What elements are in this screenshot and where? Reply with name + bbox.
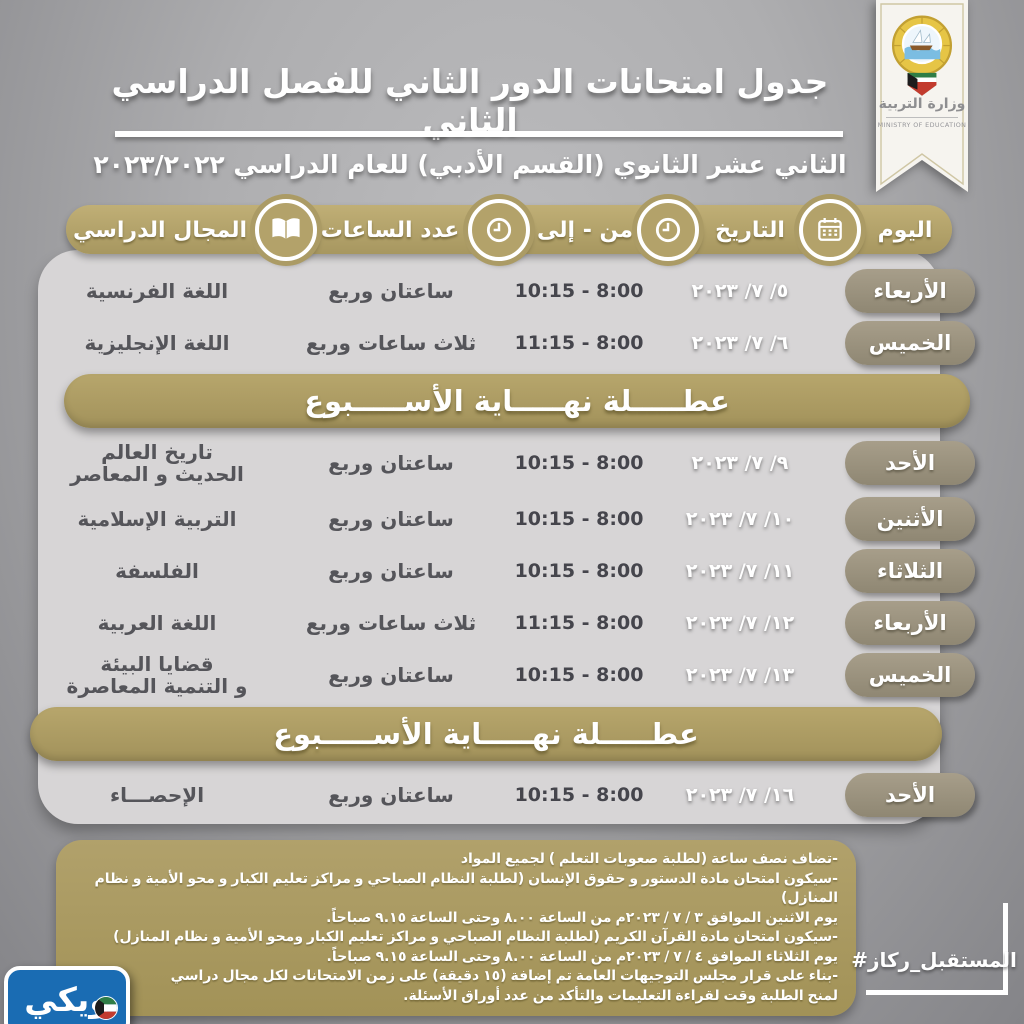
page-title: جدول امتحانات الدور الثاني للفصل الدراسي…: [111, 62, 829, 140]
open-book-icon: [255, 199, 317, 261]
column-header-day: اليوم: [877, 217, 933, 243]
time-cell: 8:00 - 10:15: [514, 452, 644, 474]
time-cell: 8:00 - 11:15: [514, 332, 644, 354]
note-line: يوم الاثنين الموافق ٣ / ٧ / ٢٠٢٣م من الس…: [326, 909, 838, 926]
day-pill: الأربعاء: [845, 269, 975, 313]
subject-cell: اللغة العربية: [97, 610, 217, 635]
weekend-banner: عطـــــلة نهـــــاية الأســـــبوع: [30, 707, 942, 761]
date-cell: ١١/ ٧/ ٢٠٢٣: [685, 560, 795, 582]
day-pill: الأثنين: [845, 497, 975, 541]
column-header-date: التاريخ: [715, 217, 785, 243]
date-cell: ٥/ ٧/ ٢٠٢٣: [691, 280, 789, 302]
day-pill: الخميس: [845, 321, 975, 365]
date-cell: ١٦/ ٧/ ٢٠٢٣: [685, 784, 795, 806]
table-row: الثلاثاء ١١/ ٧/ ٢٠٢٣ 8:00 - 10:15 ساعتان…: [0, 546, 1024, 596]
table-row: الأثنين ١٠/ ٧/ ٢٠٢٣ 8:00 - 10:15 ساعتان …: [0, 494, 1024, 544]
time-cell: 8:00 - 10:15: [514, 560, 644, 582]
day-pill: الثلاثاء: [845, 549, 975, 593]
day-pill: الأحد: [845, 773, 975, 817]
time-cell: 8:00 - 11:15: [514, 612, 644, 634]
note-line: يوم الثلاثاء الموافق ٤ / ٧ / ٢٠٢٣م من ال…: [326, 948, 838, 965]
time-cell: 8:00 - 10:15: [514, 664, 644, 686]
subject-cell: تاريخ العالم الحديث و المعاصر: [70, 439, 244, 486]
ministry-name-arabic: وزارة التربية: [878, 96, 966, 112]
time-cell: 8:00 - 10:15: [514, 784, 644, 806]
subject-cell: قضايا البيئة و التنمية المعاصرة: [66, 651, 248, 698]
hours-cell: ثلاث ساعات وربع: [305, 331, 477, 355]
hours-cell: ساعتان وربع: [328, 451, 454, 475]
date-cell: ٦/ ٧/ ٢٠٢٣: [691, 332, 789, 354]
date-cell: ١٠/ ٧/ ٢٠٢٣: [685, 508, 795, 530]
frame-corner-vertical: [1003, 903, 1008, 995]
subject-cell: الإحصـــاء: [109, 782, 205, 807]
subject-cell: الفلسفة: [115, 558, 199, 583]
note-line: -تضاف نصف ساعة (لطلبة صعوبات التعلم ) لج…: [460, 851, 838, 867]
note-line: -بناء على قرار مجلس التوجيهات العامة تم …: [170, 968, 838, 984]
subject-cell: التربية الإسلامية: [77, 506, 237, 531]
date-cell: ١٣/ ٧/ ٢٠٢٣: [685, 664, 795, 686]
frame-corner-horizontal: [866, 990, 1008, 995]
column-header-subject: المجال الدراسي: [72, 217, 248, 243]
hashtag-symbol: #: [851, 948, 868, 972]
calendar-icon: [799, 199, 861, 261]
table-row: الأربعاء ٥/ ٧/ ٢٠٢٣ 8:00 - 10:15 ساعتان …: [0, 266, 1024, 316]
hours-cell: ثلاث ساعات وربع: [305, 611, 477, 635]
date-cell: ٩/ ٧/ ٢٠٢٣: [691, 452, 789, 474]
note-line: لمنح الطلبة وقت لقراءة التعليمات والتأكد…: [403, 987, 838, 1004]
ministry-ribbon: وزارة التربية MINISTRY OF EDUCATION: [876, 0, 968, 200]
day-pill: الخميس: [845, 653, 975, 697]
table-row: الخميس ٦/ ٧/ ٢٠٢٣ 8:00 - 11:15 ثلاث ساعا…: [0, 318, 1024, 368]
hashtag-slogan: # ركاز _ المستقبل: [851, 948, 1017, 972]
ministry-name-english: MINISTRY OF EDUCATION: [877, 121, 967, 129]
subject-cell: اللغة الفرنسية: [85, 278, 229, 303]
hours-cell: ساعتان وربع: [328, 507, 454, 531]
hours-cell: ساعتان وربع: [328, 663, 454, 687]
page-subtitle: الثاني عشر الثانوي (القسم الأدبي) للعام …: [93, 150, 847, 179]
day-pill: الأحد: [845, 441, 975, 485]
column-header-from-to: من - إلى: [537, 217, 633, 243]
hours-cell: ساعتان وربع: [328, 559, 454, 583]
kuwait-emblem-icon: [891, 15, 953, 96]
time-cell: 8:00 - 10:15: [514, 508, 644, 530]
wiki-watermark-logo: ويكي: [4, 966, 130, 1024]
weekend-banner: عطـــــلة نهـــــاية الأســـــبوع: [64, 374, 970, 428]
title-divider: [115, 131, 843, 137]
clock-icon: [468, 199, 530, 261]
table-row: الأحد ٩/ ٧/ ٢٠٢٣ 8:00 - 10:15 ساعتان ورب…: [0, 434, 1024, 492]
time-cell: 8:00 - 10:15: [514, 280, 644, 302]
column-header-hours: عدد الساعات: [320, 217, 460, 243]
table-row: الخميس ١٣/ ٧/ ٢٠٢٣ 8:00 - 10:15 ساعتان و…: [0, 646, 1024, 704]
note-line: -سيكون امتحان مادة الدستور و حقوق الإنسا…: [94, 870, 839, 907]
date-cell: ١٢/ ٧/ ٢٠٢٣: [685, 612, 795, 634]
kuwait-flag-icon: [94, 996, 118, 1020]
subject-cell: اللغة الإنجليزية: [84, 330, 230, 355]
note-line: -سيكون امتحان مادة القرآن الكريم (لطلبة …: [113, 929, 838, 945]
clock-icon: [637, 199, 699, 261]
table-row: الأحد ١٦/ ٧/ ٢٠٢٣ 8:00 - 10:15 ساعتان ور…: [0, 770, 1024, 820]
hours-cell: ساعتان وربع: [328, 783, 454, 807]
ribbon-divider: [886, 117, 958, 118]
hours-cell: ساعتان وربع: [328, 279, 454, 303]
day-pill: الأربعاء: [845, 601, 975, 645]
table-row: الأربعاء ١٢/ ٧/ ٢٠٢٣ 8:00 - 11:15 ثلاث س…: [0, 598, 1024, 648]
notes-box: -تضاف نصف ساعة (لطلبة صعوبات التعلم ) لج…: [56, 840, 856, 1016]
